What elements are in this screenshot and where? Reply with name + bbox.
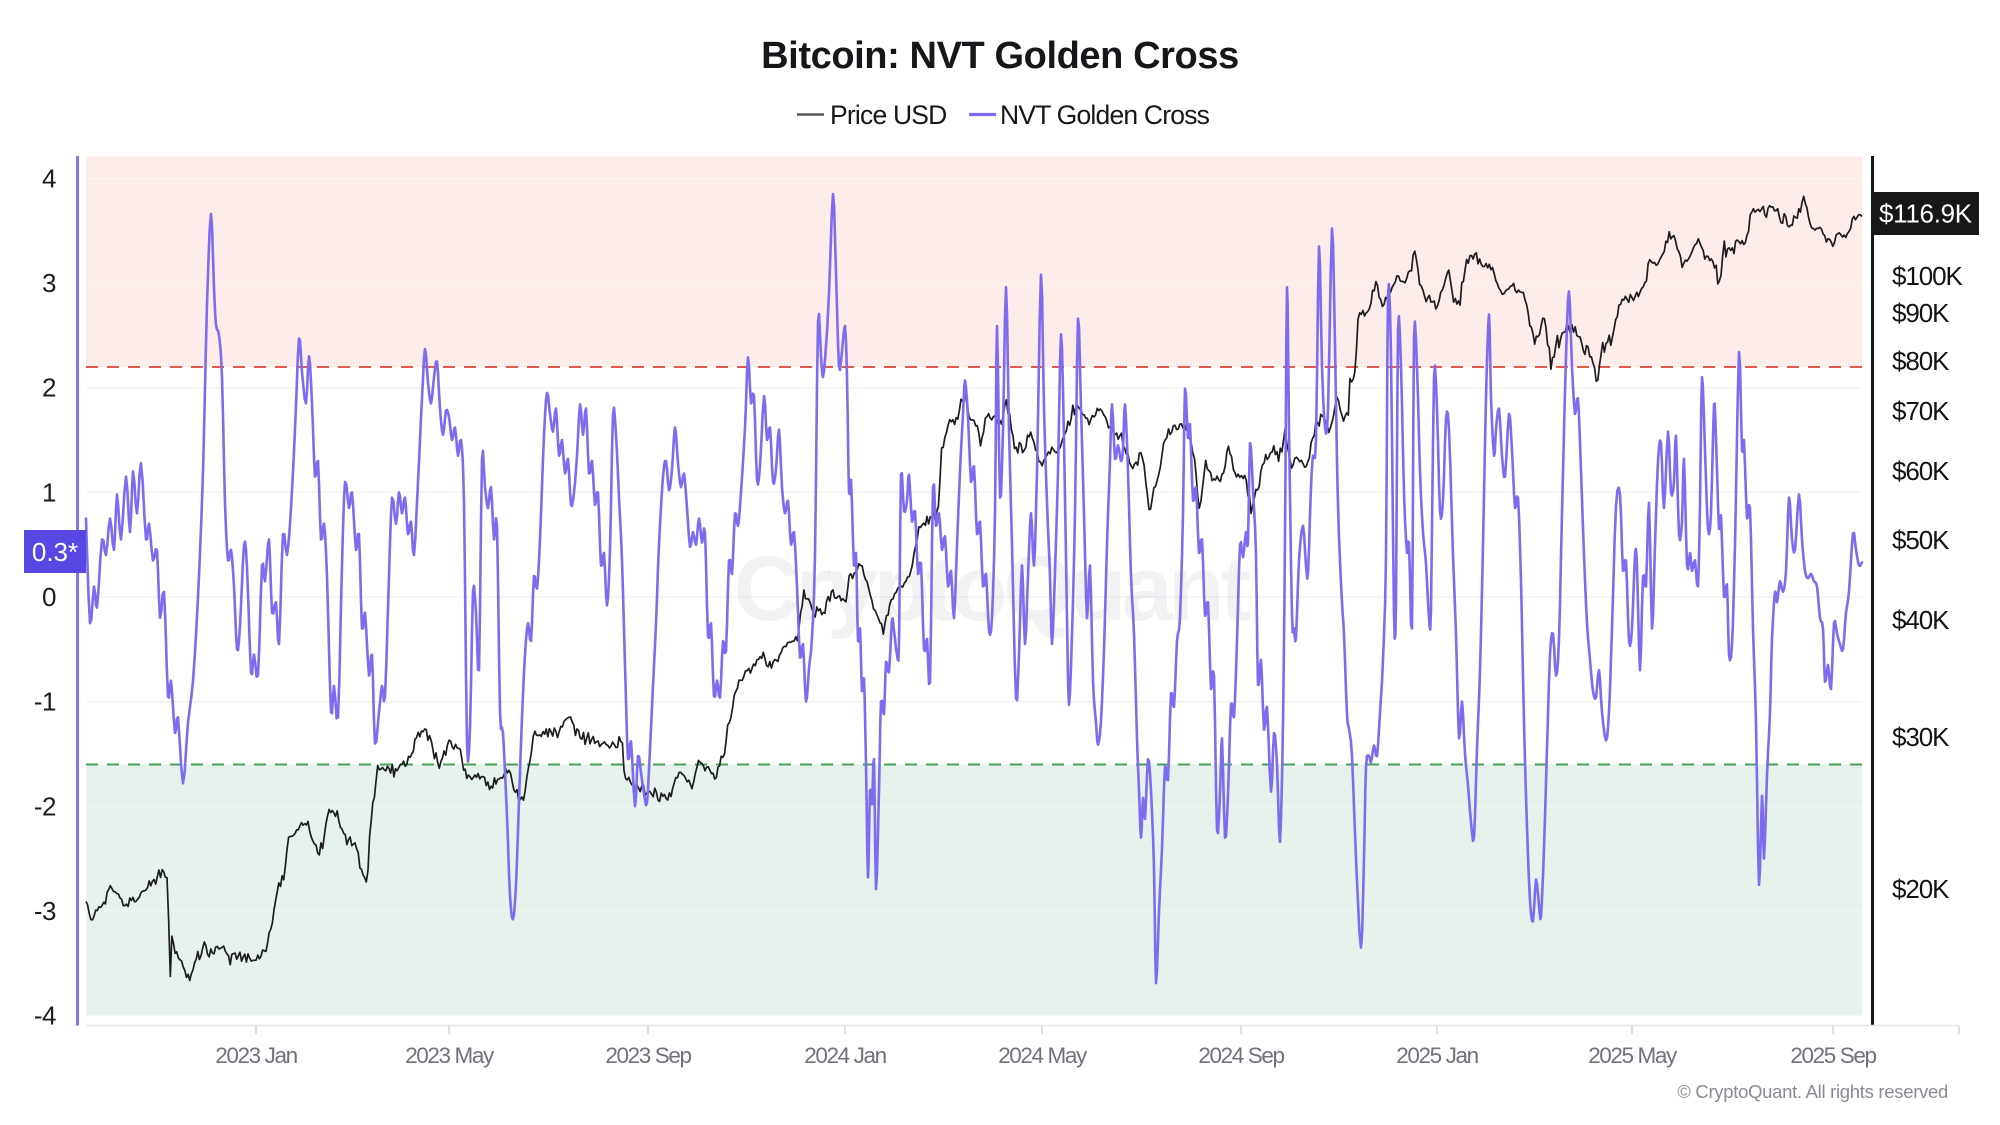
svg-text:$50K: $50K [1892, 525, 1950, 555]
svg-text:2023 May: 2023 May [405, 1043, 495, 1068]
svg-text:-2: -2 [34, 791, 56, 821]
svg-text:-3: -3 [34, 896, 56, 926]
svg-text:$30K: $30K [1892, 722, 1950, 752]
svg-text:0: 0 [42, 582, 56, 612]
svg-text:2: 2 [42, 373, 56, 403]
svg-text:2023 Sep: 2023 Sep [605, 1043, 691, 1068]
svg-text:Bitcoin: NVT Golden Cross: Bitcoin: NVT Golden Cross [761, 35, 1239, 77]
svg-text:-1: -1 [34, 687, 56, 717]
svg-text:2024 Jan: 2024 Jan [804, 1043, 886, 1068]
svg-text:$20K: $20K [1892, 874, 1950, 904]
svg-text:4: 4 [42, 163, 56, 193]
svg-text:$70K: $70K [1892, 396, 1950, 426]
svg-text:$60K: $60K [1892, 456, 1950, 486]
svg-text:0.3*: 0.3* [32, 537, 78, 567]
svg-text:2024 May: 2024 May [998, 1043, 1088, 1068]
svg-text:© CryptoQuant. All rights rese: © CryptoQuant. All rights reserved [1677, 1081, 1948, 1102]
svg-text:2025 May: 2025 May [1588, 1043, 1678, 1068]
svg-text:-4: -4 [34, 1001, 56, 1031]
svg-text:2025 Sep: 2025 Sep [1790, 1043, 1876, 1068]
svg-text:$40K: $40K [1892, 605, 1950, 635]
svg-text:Price USD: Price USD [830, 100, 947, 130]
svg-text:$90K: $90K [1892, 298, 1950, 328]
svg-text:$116.9K: $116.9K [1879, 199, 1973, 229]
svg-text:1: 1 [42, 477, 56, 507]
svg-text:2023 Jan: 2023 Jan [215, 1043, 297, 1068]
svg-text:3: 3 [42, 268, 56, 298]
svg-text:$100K: $100K [1892, 261, 1963, 291]
svg-text:$80K: $80K [1892, 346, 1950, 376]
svg-text:NVT Golden Cross: NVT Golden Cross [1000, 100, 1210, 130]
svg-text:2025 Jan: 2025 Jan [1396, 1043, 1478, 1068]
svg-text:2024 Sep: 2024 Sep [1198, 1043, 1284, 1068]
